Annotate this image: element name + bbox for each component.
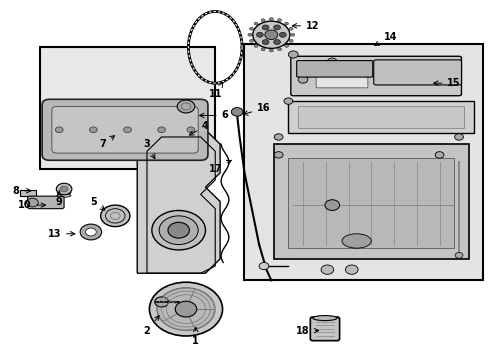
Text: 4: 4 [189,121,208,135]
Circle shape [123,127,131,133]
Text: 14: 14 [374,32,397,45]
Circle shape [60,186,68,192]
Circle shape [277,19,281,22]
Bar [273,144,468,259]
Circle shape [186,127,194,133]
Circle shape [261,19,264,22]
Circle shape [264,30,277,40]
Circle shape [290,33,294,36]
Circle shape [273,40,280,45]
Circle shape [256,32,263,37]
Circle shape [254,45,258,48]
Circle shape [259,262,268,270]
Text: 10: 10 [18,200,45,210]
Circle shape [454,134,463,140]
Circle shape [261,48,264,51]
Circle shape [279,32,285,37]
Circle shape [274,152,283,158]
FancyBboxPatch shape [52,107,198,153]
Circle shape [269,49,273,52]
Text: 13: 13 [47,229,75,239]
Circle shape [167,222,189,238]
Circle shape [89,127,97,133]
Text: 6: 6 [199,111,228,121]
Text: 17: 17 [208,160,231,174]
Text: 18: 18 [296,325,318,336]
Bar [288,158,453,248]
Ellipse shape [57,191,71,194]
Circle shape [80,224,102,240]
Text: 1: 1 [192,327,199,346]
Circle shape [177,100,194,113]
Circle shape [159,216,198,244]
Text: 8: 8 [12,186,31,196]
Text: 12: 12 [292,21,319,31]
Circle shape [277,48,281,51]
Circle shape [152,211,205,250]
FancyBboxPatch shape [42,99,207,160]
Circle shape [454,252,462,258]
Circle shape [345,265,357,274]
Circle shape [26,198,38,207]
Text: 11: 11 [208,83,223,99]
Circle shape [321,265,333,274]
FancyBboxPatch shape [290,56,461,96]
Ellipse shape [312,316,336,320]
Circle shape [157,288,215,330]
Circle shape [274,134,283,140]
Circle shape [288,39,292,42]
Circle shape [247,33,251,36]
Circle shape [327,58,336,65]
Circle shape [284,45,288,48]
Circle shape [254,22,258,25]
FancyBboxPatch shape [316,64,367,88]
Circle shape [273,25,280,30]
Bar [40,47,215,169]
Circle shape [55,127,63,133]
Text: 15: 15 [433,78,460,88]
FancyBboxPatch shape [373,60,461,85]
Circle shape [288,51,298,58]
Circle shape [158,127,165,133]
Circle shape [249,39,253,42]
Circle shape [325,200,339,211]
Circle shape [249,27,253,30]
FancyBboxPatch shape [310,317,339,341]
Text: 16: 16 [243,103,270,115]
Ellipse shape [57,194,71,197]
Bar [20,190,36,196]
Text: 7: 7 [100,136,114,149]
Circle shape [155,297,168,307]
FancyBboxPatch shape [296,60,372,77]
PathPatch shape [137,130,220,273]
Circle shape [85,228,96,236]
Circle shape [262,40,268,45]
FancyBboxPatch shape [27,196,64,209]
Circle shape [269,18,273,21]
Bar [288,101,473,134]
Text: 2: 2 [143,316,159,336]
Circle shape [101,205,130,226]
Circle shape [149,282,222,336]
Circle shape [284,22,288,25]
Circle shape [288,27,292,30]
Circle shape [252,21,289,48]
Ellipse shape [341,234,370,248]
Circle shape [434,152,443,158]
Bar [244,44,483,280]
Text: 3: 3 [143,139,155,159]
Circle shape [262,25,268,30]
Text: 9: 9 [56,191,62,207]
Bar [298,107,463,128]
Circle shape [231,108,243,116]
Circle shape [175,301,196,317]
Circle shape [298,76,307,83]
Circle shape [284,98,292,104]
Text: 5: 5 [90,197,104,210]
Circle shape [56,183,72,195]
